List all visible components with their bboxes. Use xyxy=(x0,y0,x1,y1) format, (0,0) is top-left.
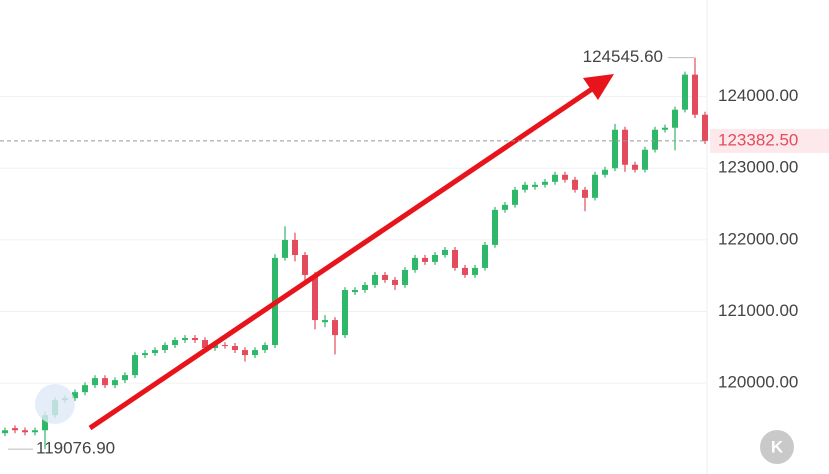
candle-body xyxy=(132,355,138,376)
y-tick-label: 123000.00 xyxy=(718,158,798,177)
candle-body xyxy=(432,254,438,262)
y-tick-label: 122000.00 xyxy=(718,229,798,248)
candle-body xyxy=(382,274,388,280)
candle-body xyxy=(412,257,418,270)
candle-body xyxy=(352,289,358,293)
candle-body xyxy=(612,129,618,169)
candle-body xyxy=(222,345,228,347)
candle-body xyxy=(262,345,268,351)
candle-body xyxy=(422,257,428,262)
y-tick-label: 124000.00 xyxy=(718,86,798,105)
candle-body xyxy=(342,289,348,336)
candle-body xyxy=(662,127,668,130)
candle-body xyxy=(102,378,108,386)
candle-body xyxy=(192,338,198,341)
candle-body xyxy=(482,244,488,268)
k-button-label[interactable]: K xyxy=(771,437,784,456)
arrow-shaft xyxy=(88,86,594,431)
candle-body xyxy=(632,164,638,170)
arrow-head xyxy=(583,74,614,100)
candle-body xyxy=(652,129,658,150)
candle-body xyxy=(122,375,128,381)
last-price-box xyxy=(710,128,829,153)
candle-body xyxy=(512,189,518,205)
candle-body xyxy=(112,380,118,386)
candle-body xyxy=(282,239,288,258)
candle-body xyxy=(502,204,508,210)
candle-body xyxy=(702,114,708,141)
max-label: 124545.60 xyxy=(583,47,663,66)
trend-arrow xyxy=(88,74,614,431)
candle-body xyxy=(162,345,168,351)
candle-body xyxy=(372,274,378,285)
candle-body xyxy=(532,184,538,187)
candle-body xyxy=(362,284,368,290)
candle-body xyxy=(42,415,48,431)
candle-body xyxy=(442,249,448,255)
candle-body xyxy=(522,184,528,190)
candle-body xyxy=(682,74,688,110)
candle-body xyxy=(202,340,208,349)
candle-body xyxy=(172,340,178,346)
candle-body xyxy=(392,279,398,285)
candle-body xyxy=(12,428,18,431)
cursor-highlight xyxy=(35,384,75,424)
plot-area xyxy=(0,57,708,450)
candle-body xyxy=(152,350,158,354)
candle-body xyxy=(32,430,38,433)
candle-body xyxy=(82,385,88,393)
candle-body xyxy=(292,239,298,255)
candle-body xyxy=(552,174,558,182)
candle-body xyxy=(602,169,608,175)
candle-body xyxy=(252,350,258,356)
last-price-label: 123382.50 xyxy=(718,130,798,149)
candle-body xyxy=(142,353,148,356)
candle-body xyxy=(242,350,248,356)
candle-body xyxy=(312,274,318,321)
candle-body xyxy=(642,149,648,170)
candle-body xyxy=(592,174,598,198)
candle-body xyxy=(92,378,98,386)
k-button[interactable] xyxy=(760,430,794,464)
candle-body xyxy=(492,209,498,245)
candle-body xyxy=(182,338,188,341)
candle-body xyxy=(542,181,548,185)
candle-body xyxy=(322,320,328,323)
candle-body xyxy=(402,269,408,285)
candle-body xyxy=(232,346,238,351)
candle-body xyxy=(332,320,338,336)
candle-body xyxy=(572,179,578,190)
candle-body xyxy=(462,267,468,275)
candle-body xyxy=(302,254,308,275)
candle-body xyxy=(672,109,678,128)
candle-body xyxy=(692,74,698,115)
candle-body xyxy=(22,430,28,433)
candle-body xyxy=(72,392,78,399)
candle-body xyxy=(622,129,628,165)
candle-body xyxy=(582,189,588,198)
y-tick-label: 120000.00 xyxy=(718,373,798,392)
candle-body xyxy=(562,174,568,180)
candle-body xyxy=(452,249,458,268)
candle-body xyxy=(472,267,478,275)
min-label: 119076.90 xyxy=(36,439,115,458)
candle-body xyxy=(2,430,8,434)
y-tick-label: 121000.00 xyxy=(718,301,798,320)
